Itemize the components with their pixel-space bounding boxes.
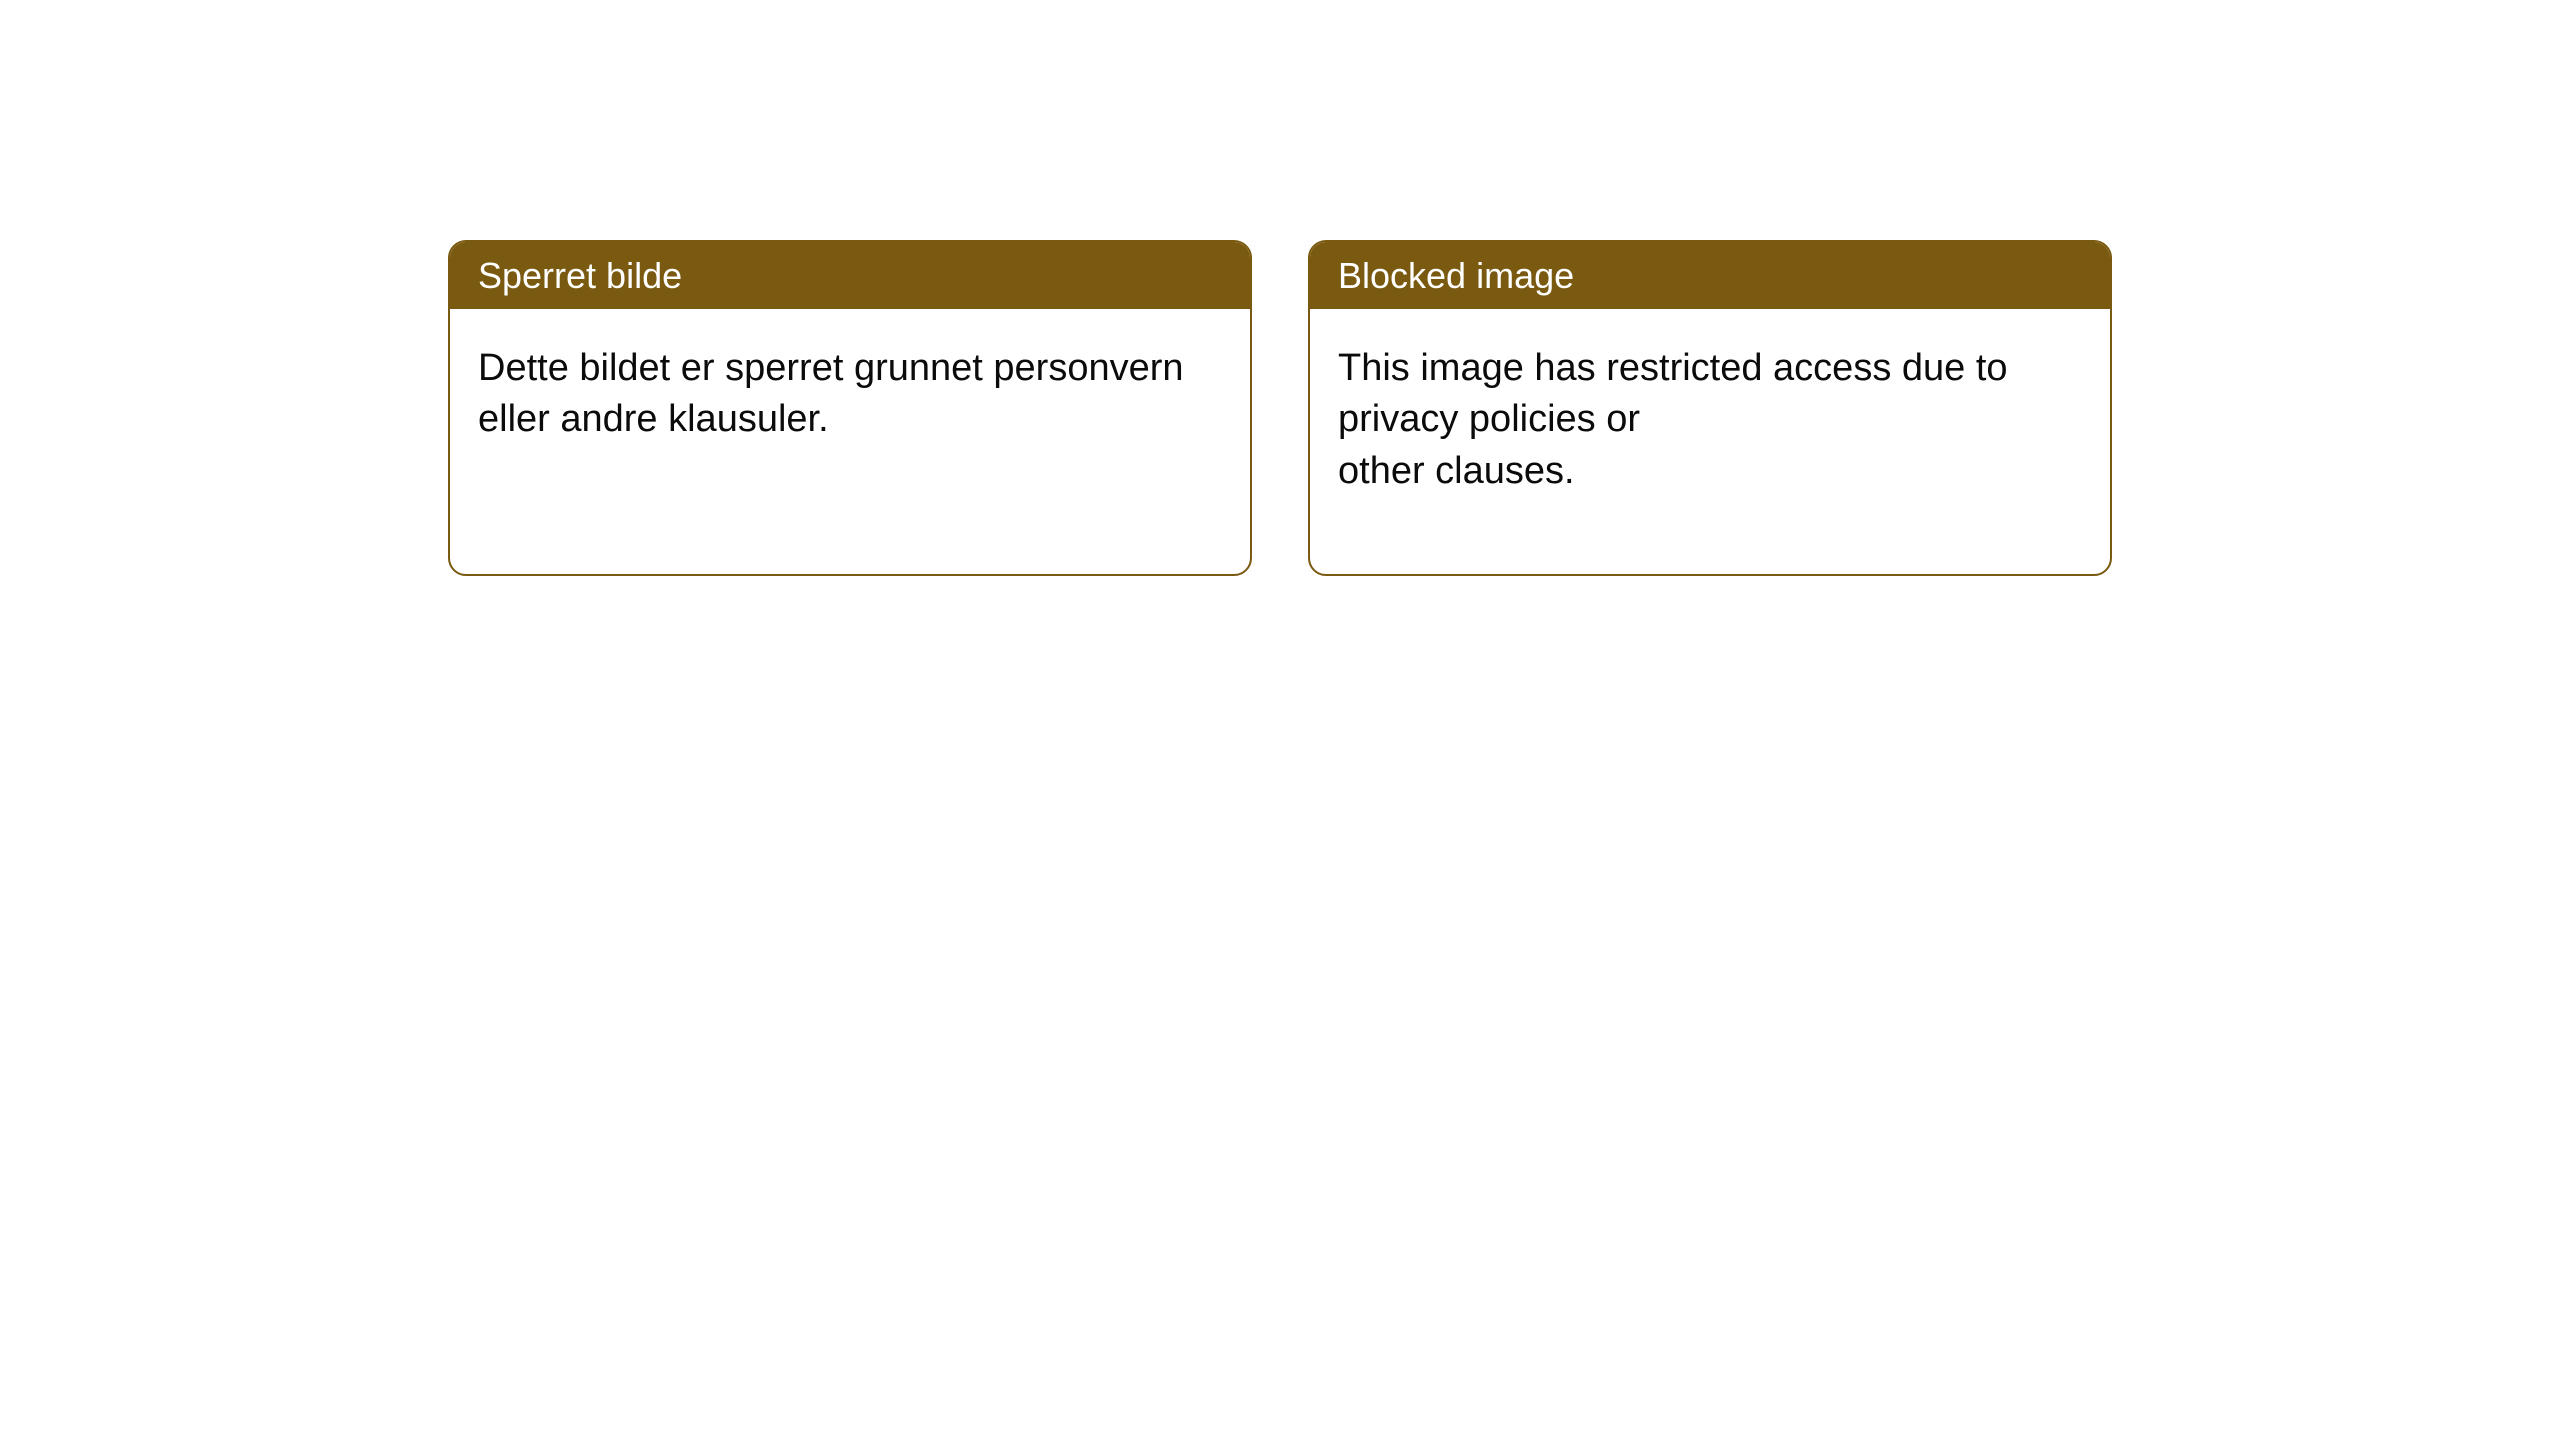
card-title: Sperret bilde <box>478 255 682 296</box>
card-body: This image has restricted access due to … <box>1310 309 2110 574</box>
card-body-text: Dette bildet er sperret grunnet personve… <box>478 347 1184 440</box>
notice-card-norwegian: Sperret bilde Dette bildet er sperret gr… <box>448 240 1252 576</box>
notice-card-english: Blocked image This image has restricted … <box>1308 240 2112 576</box>
card-body: Dette bildet er sperret grunnet personve… <box>450 309 1250 574</box>
card-header: Sperret bilde <box>450 242 1250 309</box>
card-header: Blocked image <box>1310 242 2110 309</box>
card-title: Blocked image <box>1338 255 1574 296</box>
notice-container: Sperret bilde Dette bildet er sperret gr… <box>448 240 2112 576</box>
card-body-text: This image has restricted access due to … <box>1338 347 2008 492</box>
